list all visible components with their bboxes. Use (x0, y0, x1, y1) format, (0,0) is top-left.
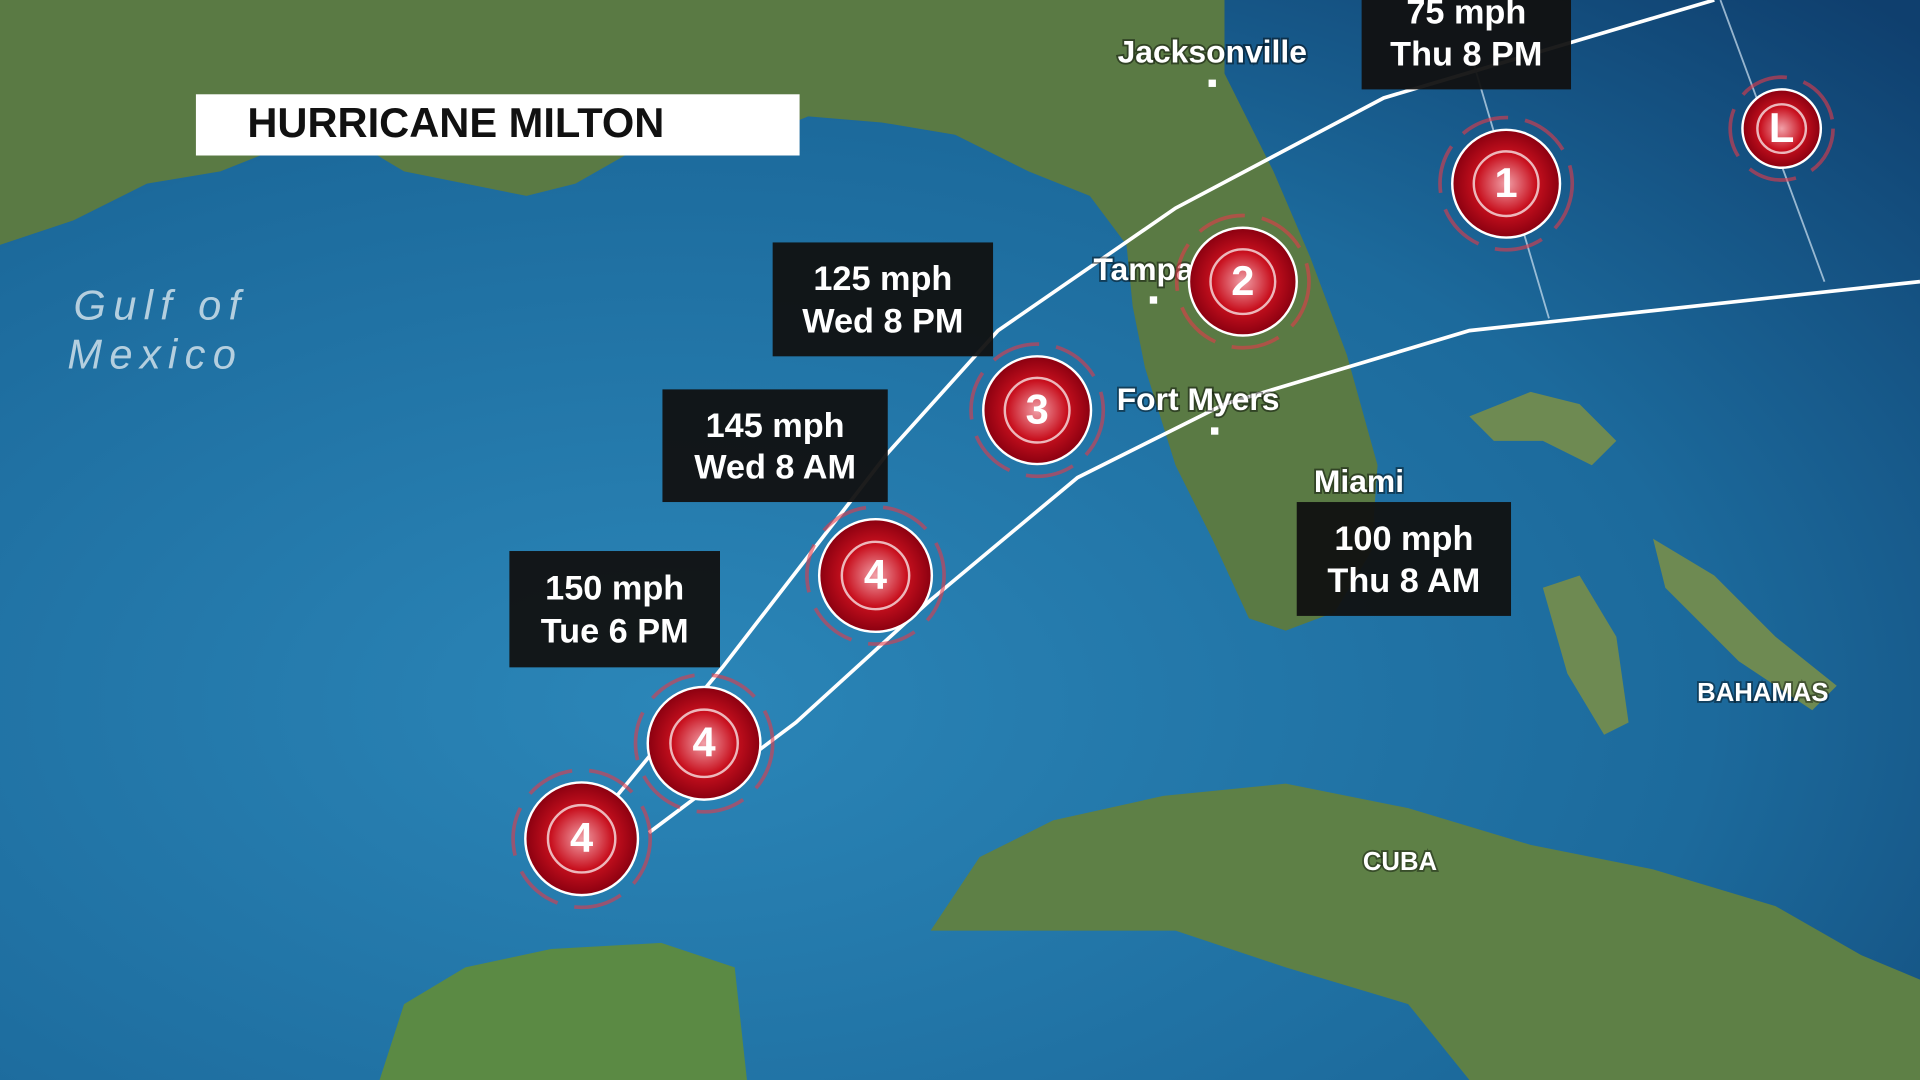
storm-body (646, 685, 762, 801)
city-label: Jacksonville (1118, 33, 1307, 69)
storm-body (524, 781, 640, 897)
title-box (195, 94, 800, 156)
storm-halo (969, 342, 1106, 479)
forecast-time: Wed 8 AM (694, 448, 856, 486)
storm-category: 4 (570, 814, 593, 861)
cone-edge (580, 0, 1715, 840)
forecast-box (509, 551, 720, 668)
storm-eye-ring (840, 540, 911, 611)
forecast-box (1361, 0, 1572, 90)
storm-category: 3 (1026, 386, 1049, 433)
cone-edge (647, 279, 1920, 835)
storm-category: 4 (693, 719, 716, 766)
forecast-time: Wed 8 PM (802, 302, 963, 340)
forecast-speed: 100 mph (1334, 520, 1473, 558)
forecast-box (1296, 502, 1512, 616)
storm-halo (1438, 115, 1575, 252)
storm-eye-ring (546, 803, 617, 874)
storm-halo (633, 672, 775, 814)
gulf-label: Mexico (67, 331, 243, 378)
forecast-time: Thu 8 PM (1390, 35, 1542, 73)
forecast-box (772, 242, 994, 357)
storm-eye-ring (1756, 103, 1808, 155)
storm-body (1741, 88, 1823, 169)
land-bahamas (1469, 391, 1837, 735)
storm-eye-ring (1209, 248, 1277, 316)
storm-icon: 4 (805, 505, 946, 646)
forecast-speed: 125 mph (813, 260, 952, 298)
city-dot (1211, 427, 1219, 435)
storm-icon: 4 (633, 672, 775, 814)
storm-category: 4 (864, 551, 887, 598)
storm-halo (805, 505, 946, 646)
storm-halo (511, 768, 653, 910)
forecast-speed: 145 mph (706, 407, 845, 445)
storm-category: L (1769, 104, 1794, 151)
storm-icon: 3 (969, 342, 1106, 479)
city-label: Miami (1314, 463, 1404, 499)
forecast-time: Tue 6 PM (541, 613, 689, 651)
city-dot (1149, 296, 1158, 304)
storm-body (982, 355, 1093, 466)
storm-halo (1174, 213, 1311, 350)
storm-eye-ring (1472, 150, 1540, 218)
forecast-time: Thu 8 AM (1327, 562, 1480, 600)
title: HURRICANE MILTON (247, 99, 664, 146)
land-cuba (930, 783, 1920, 1080)
storm-category: 2 (1231, 257, 1254, 304)
storm-halo (1728, 75, 1835, 182)
track: 4 4 4 3 2 1 L (511, 75, 1835, 910)
storm-eye-ring (669, 708, 739, 779)
land-north-florida (0, 0, 1378, 631)
storm-icon: 4 (511, 768, 653, 910)
region-label: CUBA (1363, 848, 1437, 876)
storm-eye-ring (1003, 376, 1071, 444)
storm-icon: 2 (1174, 213, 1311, 350)
land-yucatan (379, 942, 747, 1080)
storm-body (817, 517, 934, 634)
city-dot (1208, 79, 1216, 87)
storm-category: 1 (1495, 159, 1518, 206)
gulf-label: Gulf of (73, 282, 247, 329)
region-label: BAHAMAS (1697, 679, 1828, 707)
city-label: Fort Myers (1117, 381, 1280, 417)
storm-body (1187, 226, 1298, 337)
storm-body (1451, 128, 1562, 239)
forecast-speed: 75 mph (1406, 0, 1526, 31)
storm-icon: 1 (1438, 115, 1575, 252)
forecast-speed: 150 mph (545, 570, 684, 608)
storm-icon: L (1728, 75, 1835, 182)
forecast-box (662, 389, 888, 503)
